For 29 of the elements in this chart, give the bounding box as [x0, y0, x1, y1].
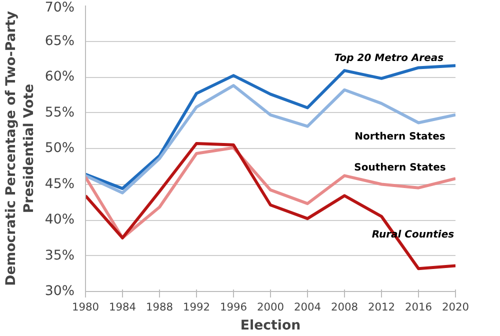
- y-tick-label: 65%: [44, 34, 74, 49]
- series-label: Northern States: [354, 132, 446, 143]
- x-tick-label: 1996: [220, 300, 248, 314]
- series-label: Southern States: [354, 162, 446, 174]
- x-tick-label: 1988: [146, 300, 174, 314]
- y-tick-label: 40%: [44, 212, 74, 228]
- line-series: [86, 146, 456, 240]
- y-tick-label: 70%: [44, 0, 74, 16]
- x-tick-label: 2016: [404, 300, 432, 314]
- x-tick-label: 2012: [368, 300, 396, 314]
- x-tick-label: 2020: [442, 300, 470, 314]
- series-label: Top 20 Metro Areas: [334, 52, 444, 64]
- line-series: [86, 84, 456, 194]
- line-series: [86, 64, 456, 190]
- y-tick-label: 45%: [44, 176, 74, 192]
- x-tick-label: 1980: [72, 300, 100, 314]
- x-axis-title: Election: [240, 318, 301, 334]
- line-series: [86, 142, 456, 270]
- x-tick-label: 2004: [294, 300, 322, 314]
- x-tick-label: 1984: [108, 300, 136, 314]
- y-tick-label: 50%: [44, 141, 74, 156]
- x-tick-label: 2008: [330, 300, 358, 314]
- x-tick-label: 2000: [256, 300, 284, 314]
- y-tick-label: 35%: [44, 248, 74, 264]
- y-tick-label: 55%: [44, 105, 74, 120]
- y-tick-label: 60%: [44, 70, 74, 84]
- y-axis-title: Democratic Percentage of Two-Party Presidential Vote: [4, 10, 37, 286]
- y-tick-label: 30%: [44, 284, 74, 299]
- x-tick-label: 1992: [182, 300, 210, 314]
